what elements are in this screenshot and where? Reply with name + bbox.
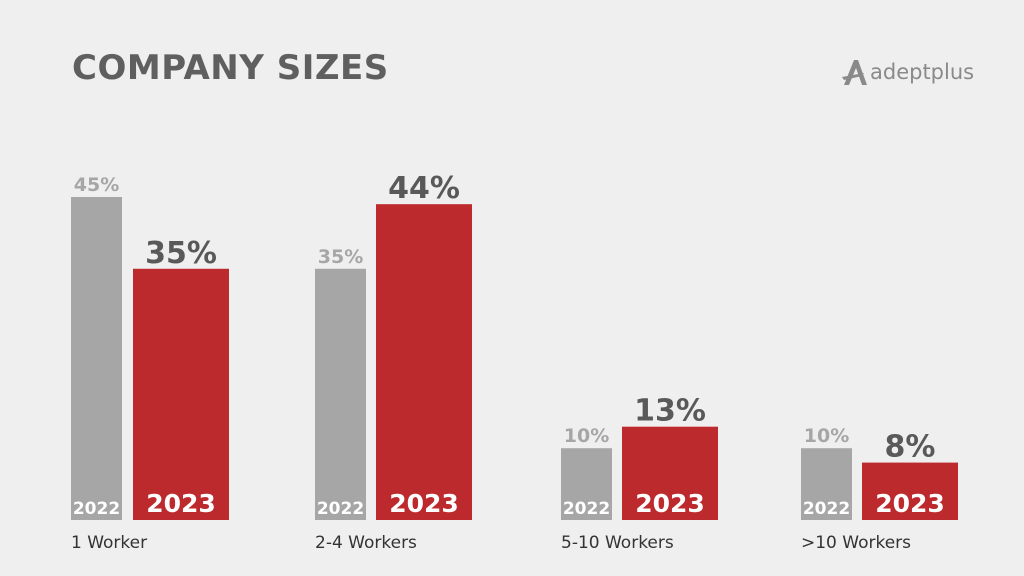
value-label-2023: 13% [634,394,706,429]
value-label-2023: 8% [885,430,936,465]
series-label-2023: 2023 [875,489,945,518]
value-label-2023: 35% [145,236,217,271]
bar-2023 [862,462,958,520]
series-label-2022: 2022 [803,499,850,519]
chart-title: COMPANY SIZES [72,48,389,88]
value-label-2022: 10% [564,425,609,447]
value-label-2022: 10% [804,425,849,447]
value-label-2023: 44% [388,171,460,206]
category-label: 5-10 Workers [561,533,674,553]
bar-2023 [376,204,472,520]
logo-a-icon [842,60,867,85]
series-label-2022: 2022 [73,499,120,519]
series-label-2023: 2023 [146,489,216,518]
adeptplus-logo: adeptplus [842,58,974,86]
bar-2022 [71,197,122,520]
bar-2023 [622,426,718,520]
bar-2023 [133,268,229,520]
logo-text: adeptplus [870,60,975,84]
series-label-2023: 2023 [389,489,459,518]
value-label-2022: 35% [318,246,363,268]
bar-2022 [561,448,612,520]
category-label: >10 Workers [801,533,911,553]
category-label: 2-4 Workers [315,533,417,553]
bar-2022 [801,448,852,520]
value-label-2022: 45% [74,174,119,196]
series-label-2022: 2022 [317,499,364,519]
series-label-2022: 2022 [563,499,610,519]
category-label: 1 Worker [71,533,147,553]
series-label-2023: 2023 [635,489,705,518]
bar-2022 [315,268,366,520]
